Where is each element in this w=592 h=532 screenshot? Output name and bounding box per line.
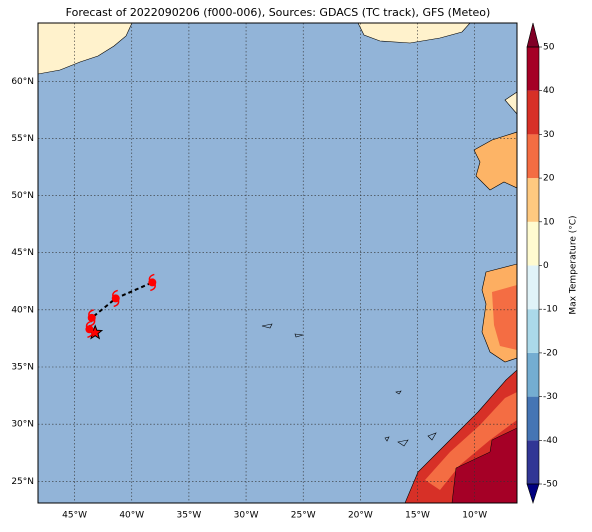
colorbar-bin (527, 440, 539, 484)
lat-label: 45°N (11, 248, 34, 258)
lon-label: 45°W (62, 511, 87, 521)
lon-label: 35°W (176, 511, 201, 521)
map-area (38, 23, 517, 503)
british-isles (473, 131, 517, 191)
colorbar-tick-label: -50 (543, 480, 558, 490)
graticule (38, 23, 517, 503)
lat-label: 35°N (11, 363, 34, 373)
scandinavia (504, 91, 517, 115)
map-title: Forecast of 2022090206 (f000-006), Sourc… (66, 6, 491, 19)
storm-symbol (112, 289, 120, 308)
lon-label: 30°W (234, 511, 259, 521)
ocean (38, 23, 517, 503)
colorbar: -50 -40 -30 -20 -10 0 10 20 30 40 50 (526, 22, 558, 504)
storm-symbol (85, 320, 94, 339)
africa-hot (451, 427, 517, 503)
storm-symbol (88, 309, 96, 327)
colorbar-bin (527, 47, 539, 91)
africa-coast (425, 392, 517, 490)
colorbar-bin (527, 178, 539, 222)
lon-label: 20°W (348, 511, 373, 521)
colorbar-tick-label: 30 (543, 130, 555, 140)
iceland (357, 23, 471, 44)
lat-label: 60°N (11, 77, 34, 87)
storm-symbol (148, 273, 156, 292)
lat-label: 40°N (11, 305, 34, 315)
lon-label: 25°W (291, 511, 316, 521)
colorbar-bin (527, 396, 539, 441)
lon-label: 40°W (119, 511, 144, 521)
colorbar-bin (527, 352, 539, 397)
colorbar-extend-low (526, 483, 540, 504)
axis-labels: 25°N 30°N 35°N 40°N 45°N 50°N 55°N 60°N 45°W 40°W… (11, 77, 487, 521)
colorbar-tick-label: -30 (543, 392, 558, 402)
colorbar-bin (527, 221, 539, 266)
colorbar-tick-label: 40 (543, 86, 555, 96)
lat-label: 50°N (11, 191, 34, 201)
lat-label: 55°N (11, 134, 34, 144)
colorbar-extend-high (526, 22, 540, 48)
greenland (38, 23, 133, 75)
map-frame (37, 22, 518, 504)
colorbar-tick-label: -10 (543, 305, 558, 315)
colorbar-tick-label: -40 (543, 436, 558, 446)
colorbar-label: Max Temperature (°C) (569, 215, 579, 314)
colorbar-tick-label: 50 (543, 43, 555, 53)
storm-track (85, 273, 157, 340)
colorbar-tick-label: -20 (543, 348, 558, 358)
colorbar-tick-label: 20 (543, 174, 555, 184)
lat-label: 30°N (11, 420, 34, 430)
colorbar-bin (527, 265, 539, 310)
colorbar-bin (527, 309, 539, 353)
iberia-warm (492, 285, 517, 350)
lon-label: 10°W (462, 511, 487, 521)
lat-label: 25°N (11, 477, 34, 487)
islands (261, 323, 437, 447)
colorbar-tick-label: 10 (543, 217, 555, 227)
colorbar-bin (527, 134, 539, 179)
colorbar-bin (527, 90, 539, 135)
colorbar-tick-label: 0 (543, 261, 549, 271)
lon-label: 15°W (405, 511, 430, 521)
